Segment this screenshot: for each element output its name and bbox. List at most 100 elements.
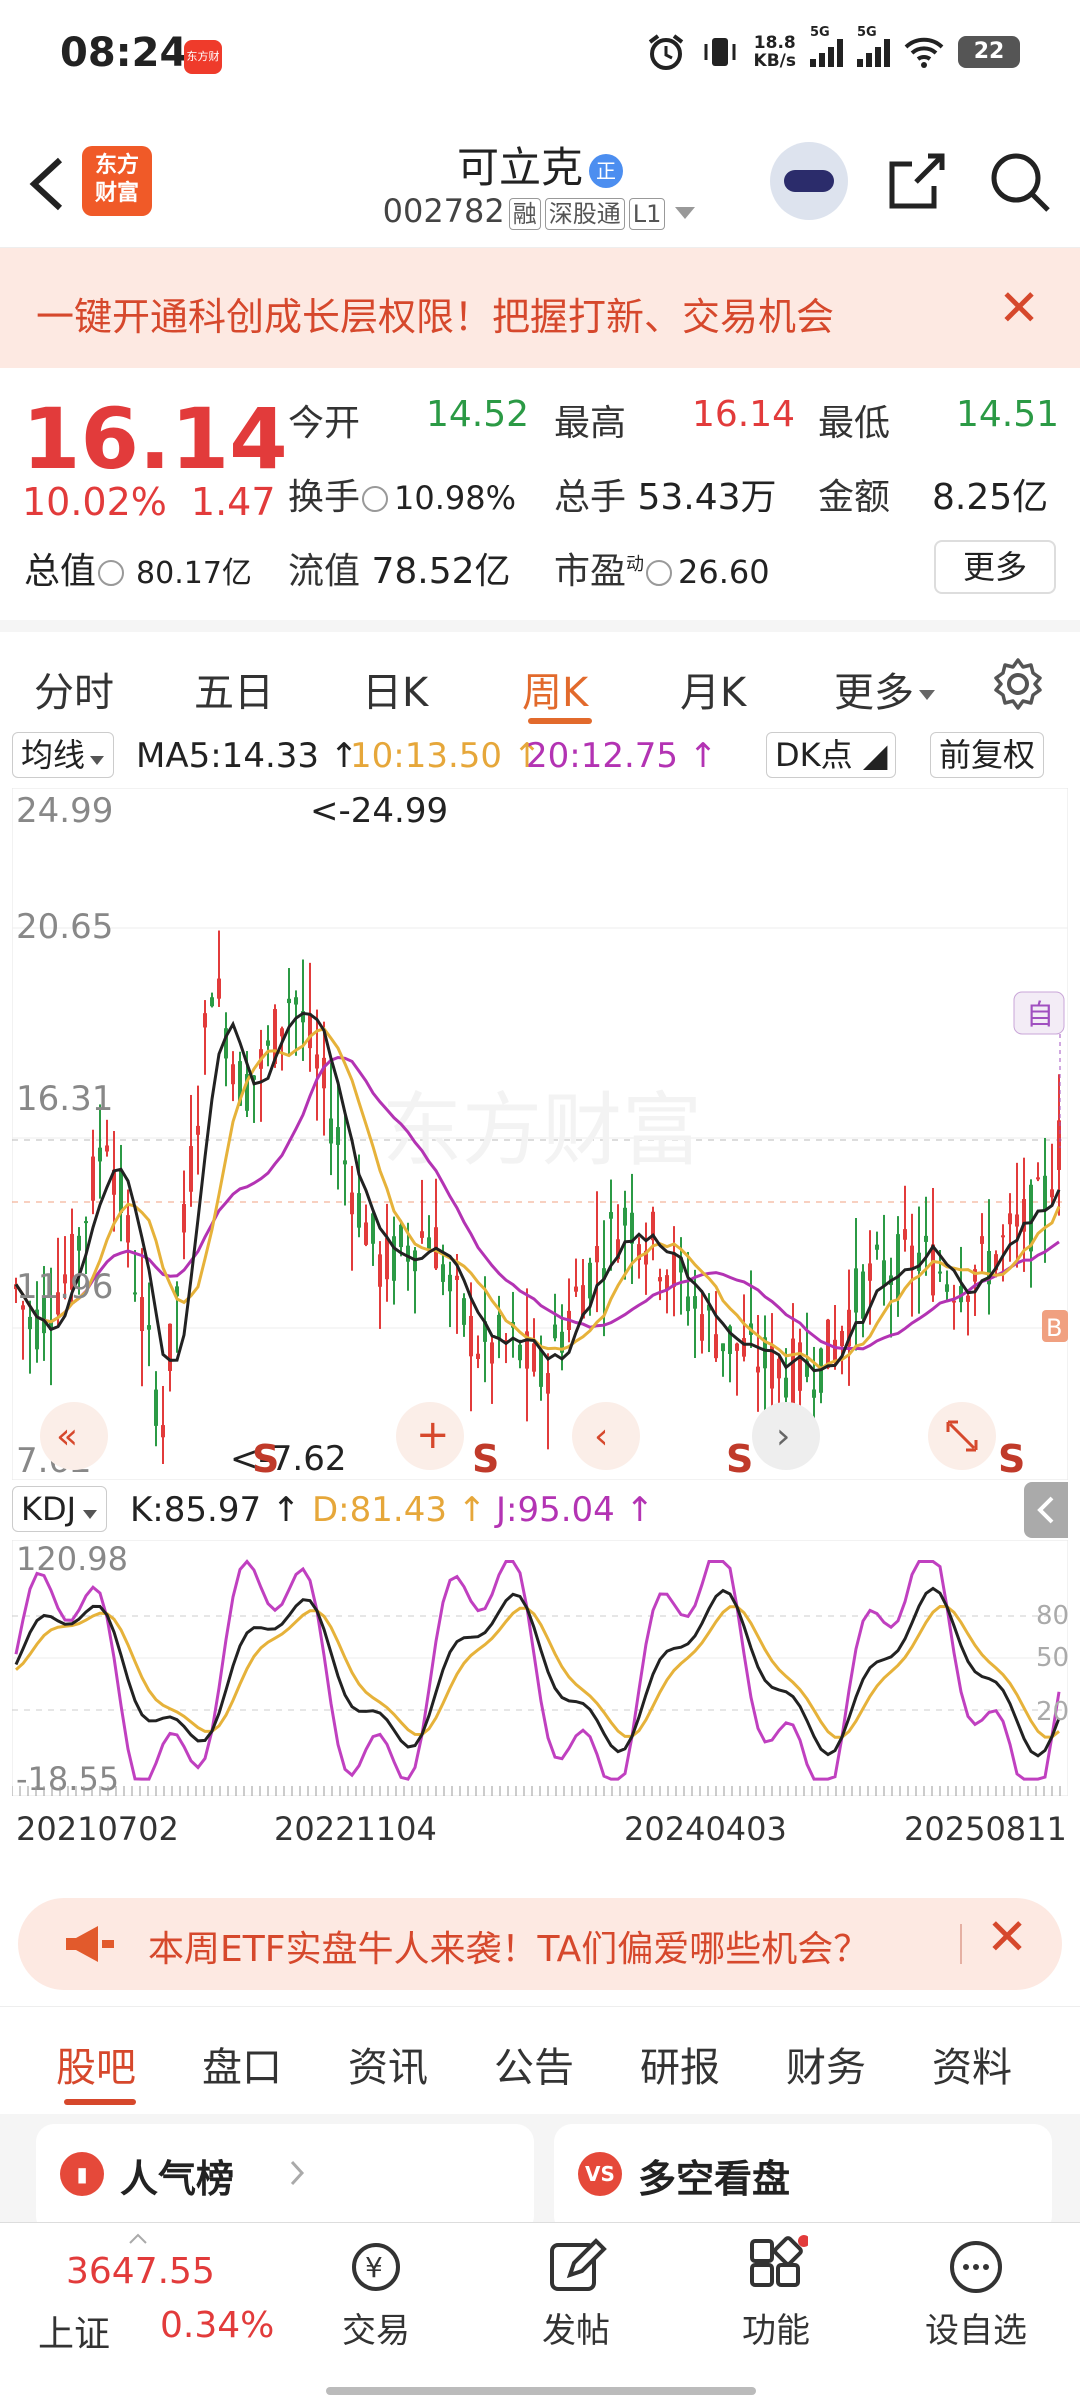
- index-name[interactable]: 上证: [38, 2314, 111, 2355]
- sell-mark: S: [252, 1437, 279, 1480]
- nav-post[interactable]: 发帖: [506, 2235, 646, 2352]
- candle-body: [1043, 1175, 1047, 1211]
- candle-body: [630, 1212, 634, 1244]
- candle-body: [1008, 1213, 1012, 1225]
- candle-body: [56, 1292, 60, 1315]
- tab-intraday[interactable]: 分时: [34, 670, 114, 716]
- candle-body: [105, 1145, 109, 1152]
- candle-body: [35, 1309, 39, 1350]
- chart-tabs: 分时 五日 日K 周K 月K 更多: [0, 620, 1080, 724]
- popularity-card[interactable]: ▮ 人气榜: [36, 2124, 534, 2234]
- index-change[interactable]: 0.34%: [160, 2305, 275, 2346]
- index-value[interactable]: 3647.55: [66, 2251, 215, 2292]
- candle-body: [910, 1245, 914, 1271]
- indicator-selector[interactable]: KDJ: [12, 1486, 108, 1532]
- y-tick: 120.98: [16, 1540, 128, 1578]
- candle-body: [938, 1271, 942, 1274]
- tab-financials[interactable]: 财务: [786, 2045, 866, 2091]
- candle-body: [133, 1292, 137, 1295]
- close-icon[interactable]: ✕: [998, 279, 1040, 337]
- candle-body: [462, 1298, 466, 1325]
- nav-functions[interactable]: 功能: [706, 2235, 846, 2352]
- candle-body: [553, 1324, 557, 1339]
- close-icon[interactable]: ✕: [986, 1908, 1028, 1966]
- candle-body: [154, 1389, 158, 1426]
- dropdown-triangle-icon: [83, 1510, 98, 1519]
- gear-icon[interactable]: [990, 656, 1046, 712]
- adjust-selector[interactable]: 前复权: [930, 732, 1045, 778]
- zoom-in-button[interactable]: [396, 1402, 464, 1470]
- more-quote-button[interactable]: 更多: [934, 540, 1056, 594]
- info-icon[interactable]: [98, 560, 125, 586]
- app-logo[interactable]: 东方 财富: [82, 146, 152, 216]
- candle-body: [329, 1118, 333, 1144]
- search-icon[interactable]: [988, 150, 1052, 214]
- tab-guba[interactable]: 股吧: [56, 2045, 136, 2091]
- nav-add-watchlist[interactable]: 设自选: [906, 2235, 1046, 2352]
- candle-body: [266, 1040, 270, 1046]
- tab-monthly-k[interactable]: 月K: [680, 670, 747, 716]
- max-price-label: <-24.99: [310, 791, 448, 831]
- candle-body: [371, 1213, 375, 1244]
- candle-body: [700, 1314, 704, 1341]
- tab-more[interactable]: 更多: [834, 660, 936, 718]
- tab-five-day[interactable]: 五日: [194, 670, 274, 716]
- share-icon[interactable]: [884, 150, 948, 214]
- stock-title[interactable]: 可立克正: [0, 134, 1080, 195]
- pe-ratio: 市盈动 26.60: [554, 551, 770, 592]
- dropdown-triangle-icon[interactable]: [673, 203, 697, 223]
- status-bar: 08:24 东方财富 18.8 KB/s 5G 5G 22: [0, 0, 1080, 110]
- ai-assistant-avatar[interactable]: [770, 142, 848, 220]
- svg-text:¥: ¥: [365, 2251, 383, 2284]
- candle-body: [1015, 1214, 1019, 1227]
- dk-point-toggle[interactable]: DK点 ◢: [766, 732, 897, 778]
- etf-promo-banner[interactable]: 本周ETF实盘牛人来袭！TA们偏爱哪些机会？ ✕: [18, 1898, 1062, 1990]
- info-icon[interactable]: [362, 486, 389, 512]
- kdj-chart[interactable]: 120.98 -18.55 80 50 20: [12, 1540, 1068, 1796]
- candle-body: [756, 1366, 760, 1373]
- candle-body: [763, 1337, 767, 1369]
- promo-banner[interactable]: 一键开通科创成长层权限！把握打新、交易机会 ✕: [0, 248, 1080, 368]
- candle-body: [896, 1234, 900, 1299]
- net-speed: 18.8 KB/s: [753, 33, 796, 71]
- nav-trade[interactable]: ¥ 交易: [306, 2235, 446, 2352]
- bull-bear-card[interactable]: VS 多空看盘: [554, 2124, 1052, 2234]
- banner-text[interactable]: 一键开通科创成长层权限！把握打新、交易机会: [36, 295, 835, 339]
- candle-body: [861, 1271, 865, 1319]
- tab-daily-k[interactable]: 日K: [362, 670, 429, 716]
- candle-body: [644, 1250, 648, 1265]
- tab-weekly-k[interactable]: 周K: [522, 670, 589, 716]
- scroll-left-button[interactable]: [572, 1402, 640, 1470]
- weekly-k-chart[interactable]: 东方财富 24.99 20.65 16.31 11.96 7.62 <-24.9…: [12, 788, 1068, 1480]
- candle-body: [280, 1028, 284, 1037]
- tab-pankou[interactable]: 盘口: [202, 2045, 282, 2091]
- candle-body: [308, 1013, 312, 1049]
- candle-body: [490, 1342, 494, 1364]
- ma-selector[interactable]: 均线: [12, 732, 115, 778]
- promo-text[interactable]: 本周ETF实盘牛人来袭！TA们偏爱哪些机会？: [148, 1929, 870, 1970]
- ma10-value: 10:13.50 ↑: [350, 736, 542, 776]
- candle-body: [140, 1297, 144, 1332]
- candle-body: [532, 1343, 536, 1372]
- tab-news[interactable]: 资讯: [348, 2045, 428, 2091]
- scroll-left-fast-button[interactable]: [40, 1402, 108, 1470]
- scroll-right-button[interactable]: [752, 1402, 820, 1470]
- info-icon[interactable]: [646, 560, 673, 586]
- candle-body: [679, 1257, 683, 1273]
- candle-body: [406, 1245, 410, 1262]
- dropdown-triangle-icon: [919, 690, 935, 700]
- candle-body: [476, 1353, 480, 1359]
- collapse-panel-button[interactable]: [1024, 1482, 1068, 1538]
- low-price: 最低 14.51: [818, 394, 1060, 444]
- candle-body: [147, 1325, 151, 1330]
- y-tick: 20.65: [16, 907, 113, 947]
- stock-code[interactable]: 002782 融深股通 L1: [0, 192, 1080, 230]
- kdj-k-line: [14, 1586, 1061, 1758]
- tab-research[interactable]: 研报: [640, 2045, 720, 2091]
- candle-body: [980, 1236, 984, 1244]
- back-arrow-icon[interactable]: [24, 154, 74, 214]
- tab-announcements[interactable]: 公告: [494, 2045, 574, 2091]
- tab-profile[interactable]: 资料: [932, 2045, 1012, 2091]
- candle-body: [245, 1074, 249, 1111]
- candle-body: [714, 1334, 718, 1359]
